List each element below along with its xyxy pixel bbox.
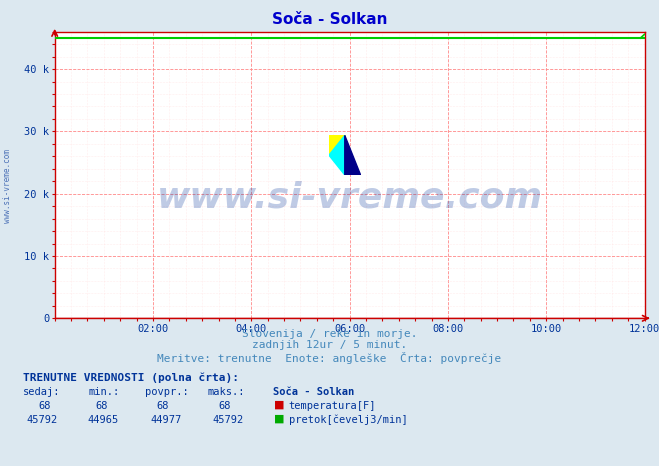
Text: min.:: min.:	[89, 387, 120, 397]
Text: www.si-vreme.com: www.si-vreme.com	[157, 181, 542, 215]
Text: ■: ■	[273, 413, 284, 423]
Text: maks.:: maks.:	[208, 387, 245, 397]
Text: TRENUTNE VREDNOSTI (polna črta):: TRENUTNE VREDNOSTI (polna črta):	[23, 373, 239, 384]
Polygon shape	[345, 135, 360, 175]
Text: 44977: 44977	[150, 415, 181, 425]
Text: Meritve: trenutne  Enote: angleške  Črta: povprečje: Meritve: trenutne Enote: angleške Črta: …	[158, 352, 501, 364]
Text: povpr.:: povpr.:	[145, 387, 188, 397]
Text: 44965: 44965	[87, 415, 118, 425]
Text: Slovenija / reke in morje.: Slovenija / reke in morje.	[242, 329, 417, 338]
Text: Soča - Solkan: Soča - Solkan	[272, 12, 387, 27]
Polygon shape	[329, 135, 345, 155]
Text: www.si-vreme.com: www.si-vreme.com	[3, 150, 13, 223]
Text: zadnjih 12ur / 5 minut.: zadnjih 12ur / 5 minut.	[252, 340, 407, 350]
Text: Soča - Solkan: Soča - Solkan	[273, 387, 355, 397]
Text: 68: 68	[96, 401, 108, 411]
Polygon shape	[329, 135, 345, 175]
Text: 68: 68	[38, 401, 51, 411]
Text: pretok[čevelj3/min]: pretok[čevelj3/min]	[289, 415, 407, 425]
Text: ■: ■	[273, 399, 284, 409]
Text: 45792: 45792	[26, 415, 57, 425]
Text: 68: 68	[219, 401, 231, 411]
Text: 68: 68	[157, 401, 169, 411]
Text: temperatura[F]: temperatura[F]	[289, 401, 376, 411]
Text: 45792: 45792	[213, 415, 244, 425]
Text: sedaj:: sedaj:	[23, 387, 61, 397]
